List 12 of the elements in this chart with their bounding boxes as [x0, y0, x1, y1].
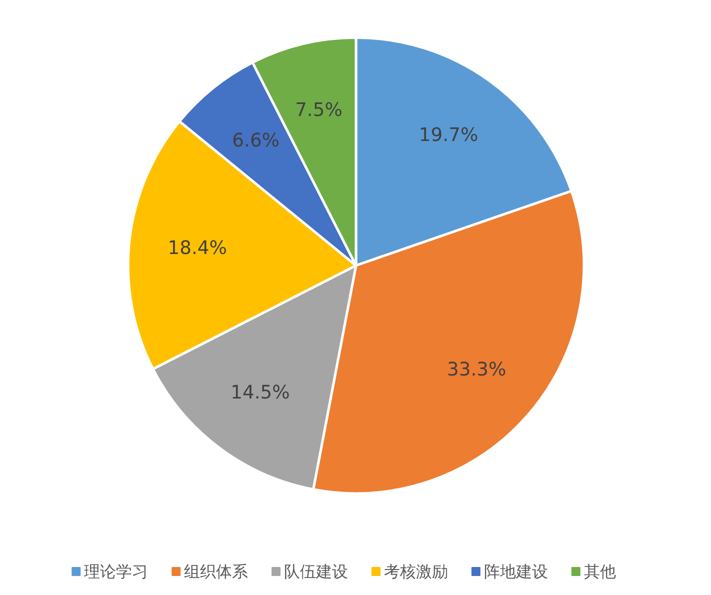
- data-label: 6.6%: [232, 130, 280, 152]
- legend-label: 其他: [584, 562, 616, 582]
- data-label: 33.3%: [447, 359, 506, 380]
- data-label: 18.4%: [168, 238, 228, 259]
- data-label: 14.5%: [230, 382, 290, 404]
- data-label: 19.7%: [418, 124, 478, 146]
- legend-label: 阵地建设: [484, 562, 548, 582]
- data-label: 7.5%: [295, 100, 342, 121]
- legend-label: 理论学习: [84, 562, 148, 582]
- legend-label: 组织体系: [184, 562, 248, 582]
- legend-label: 队伍建设: [284, 562, 348, 582]
- legend-label: 考核激励: [384, 562, 448, 582]
